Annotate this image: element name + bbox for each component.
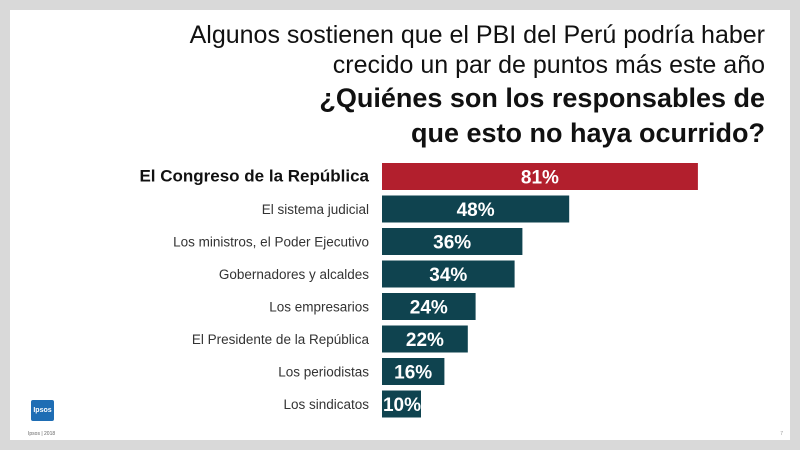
bar-value-label: 22% <box>406 330 444 351</box>
page-number: 7 <box>780 431 783 437</box>
bar <box>382 260 515 288</box>
question-line-2: que esto no haya ocurrido? <box>410 118 765 148</box>
bar-value-label: 81% <box>521 168 559 189</box>
category-label: El sistema judicial <box>262 202 369 217</box>
bar-chart: El Congreso de la República 81% El sistema… <box>139 163 698 418</box>
category-label: Los empresarios <box>269 300 369 315</box>
bar <box>382 228 523 255</box>
bar-value-label: 48% <box>457 200 495 221</box>
title-line-1: Algunos sostienen que el PBI del Perú po… <box>189 21 765 49</box>
category-label: El Presidente de la República <box>192 332 370 347</box>
title-block: Algunos sostienen que el PBI del Perú po… <box>145 20 765 150</box>
bar-value-label: 10% <box>383 395 421 416</box>
bar <box>382 358 445 385</box>
footer-source: Ipsos | 2018 <box>28 431 56 437</box>
bar <box>382 163 698 190</box>
ipsos-logo: Ipsos <box>31 400 54 421</box>
bar <box>382 195 570 223</box>
bar-value-label: 34% <box>429 265 467 286</box>
bar-value-label: 16% <box>394 363 432 384</box>
category-label: Los ministros, el Poder Ejecutivo <box>173 235 369 250</box>
category-label: Los sindicatos <box>283 397 369 412</box>
slide: Algunos sostienen que el PBI del Perú po… <box>10 10 790 440</box>
category-label: El Congreso de la República <box>139 167 369 186</box>
bar <box>382 325 468 353</box>
category-label: Gobernadores y alcaldes <box>219 267 369 282</box>
bar-value-label: 24% <box>410 298 448 319</box>
bar <box>382 390 421 418</box>
title-line-2: crecido un par de puntos más este año <box>332 51 765 79</box>
question-line-1: ¿Quiénes son los responsables de <box>319 83 765 113</box>
category-label: Los periodistas <box>278 365 369 380</box>
bar <box>382 293 476 320</box>
bar-value-label: 36% <box>433 233 471 254</box>
